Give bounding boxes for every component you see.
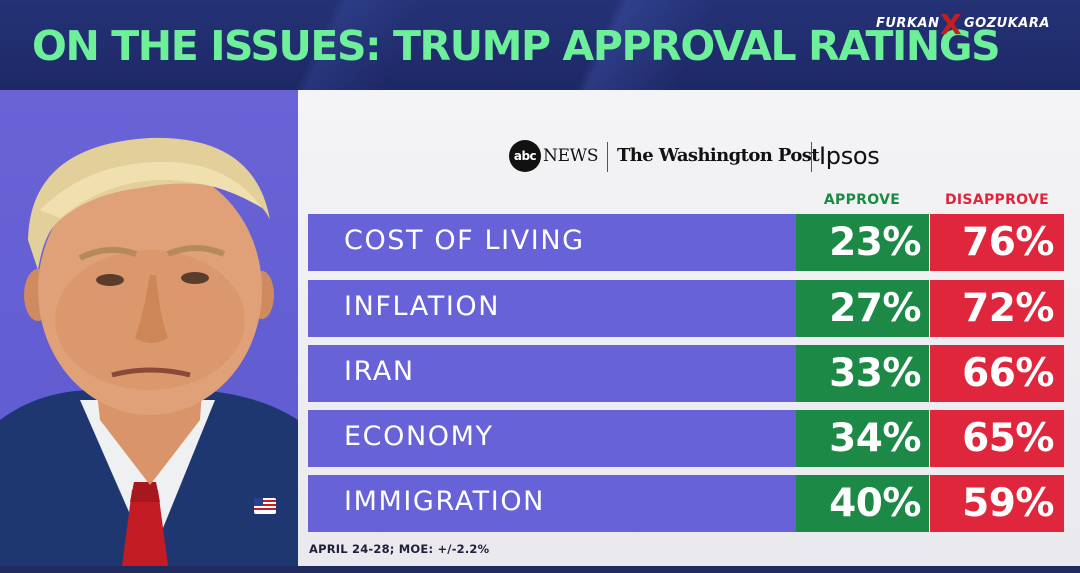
disapprove-value: 72% [930, 280, 1064, 337]
ipsos-logo: Ipsos [819, 142, 880, 170]
bottom-strip [0, 566, 1080, 573]
disapprove-value: 65% [930, 410, 1064, 467]
portrait-image [0, 137, 298, 566]
table-row: IRAN 33% 66% [308, 345, 1064, 402]
issue-cell: IRAN [308, 345, 796, 402]
abc-news-label: NEWS [543, 146, 599, 166]
logo-divider [607, 142, 608, 172]
footnote: APRIL 24-28; MOE: +/-2.2% [309, 542, 490, 556]
issue-cell: IMMIGRATION [308, 475, 796, 532]
issue-label: IMMIGRATION [344, 486, 545, 517]
issue-cell: INFLATION [308, 280, 796, 337]
watermark-left-text: FURKAN [876, 16, 940, 31]
disapprove-value: 66% [930, 345, 1064, 402]
table-row: COST OF LIVING 23% 76% [308, 214, 1064, 271]
watermark: FURKAN X GOZUKARA [876, 8, 1049, 41]
table-row: ECONOMY 34% 65% [308, 410, 1064, 467]
portrait-panel [0, 90, 298, 566]
disapprove-value: 76% [930, 214, 1064, 271]
issue-label: COST OF LIVING [344, 225, 585, 256]
watermark-x-mark: X [940, 8, 963, 41]
approve-value: 33% [796, 345, 929, 402]
issue-label: INFLATION [344, 291, 501, 322]
abc-logo-icon: abc [509, 140, 541, 172]
approve-value: 23% [796, 214, 929, 271]
header-band: ON THE ISSUES: TRUMP APPROVAL RATINGS FU… [0, 0, 1080, 90]
table-row: IMMIGRATION 40% 59% [308, 475, 1064, 532]
portrait-tie [122, 490, 168, 566]
approve-column-header: APPROVE [823, 192, 901, 208]
table-row: INFLATION 27% 72% [308, 280, 1064, 337]
header-background [0, 0, 1080, 90]
issue-cell: ECONOMY [308, 410, 796, 467]
approve-value: 34% [796, 410, 929, 467]
watermark-right-text: GOZUKARA [964, 16, 1050, 31]
disapprove-column-header: DISAPPROVE [945, 192, 1049, 208]
issue-label: ECONOMY [344, 421, 494, 452]
washington-post-logo: The Washington Post [617, 145, 820, 166]
logo-divider [811, 142, 812, 172]
approve-value: 40% [796, 475, 929, 532]
disapprove-value: 59% [930, 475, 1064, 532]
approve-value: 27% [796, 280, 929, 337]
issue-cell: COST OF LIVING [308, 214, 796, 271]
issue-label: IRAN [344, 356, 415, 387]
chart-title: ON THE ISSUES: TRUMP APPROVAL RATINGS [32, 22, 1001, 70]
